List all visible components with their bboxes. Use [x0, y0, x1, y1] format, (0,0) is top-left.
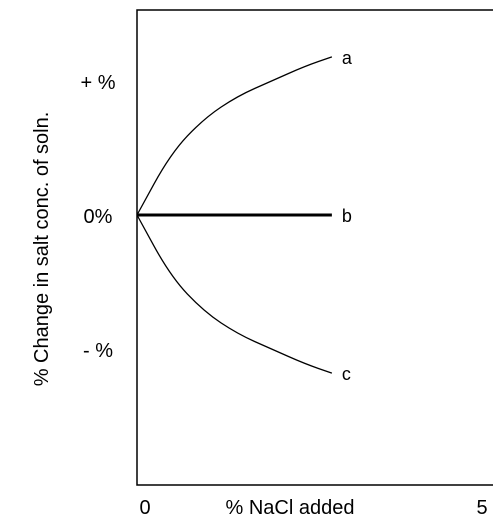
plot-frame — [136, 9, 493, 486]
x-tick-label-0: 0 — [139, 497, 150, 517]
series-label-c: c — [342, 364, 351, 384]
label-layer: a b c + % 0% - % 0 5 — [80, 48, 487, 517]
y-tick-label-2: - % — [83, 340, 113, 362]
y-tick-label-0: + % — [80, 72, 115, 94]
series-layer — [136, 56, 333, 374]
y-tick-label-1: 0% — [84, 206, 113, 228]
x-axis-label: % NaCl added — [226, 497, 355, 517]
series-label-a: a — [342, 48, 353, 68]
series-line-c — [136, 214, 333, 374]
y-axis-label: % Change in salt conc. of soln. — [31, 112, 53, 387]
series-line-a — [136, 56, 333, 216]
series-label-b: b — [342, 206, 352, 226]
x-tick-label-1: 5 — [476, 497, 487, 517]
